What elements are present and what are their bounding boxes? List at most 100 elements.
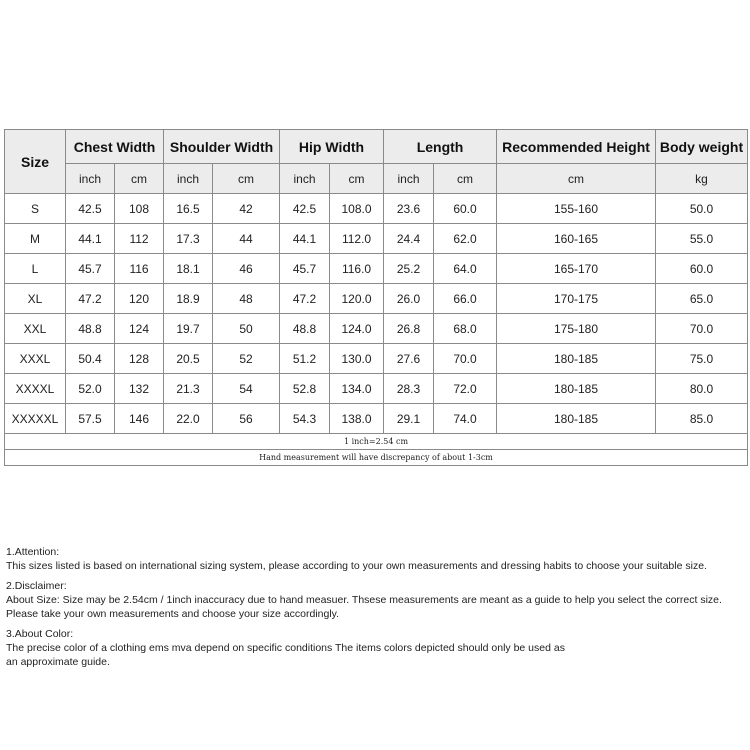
table-row: XXXXXL 57.5 146 22.0 56 54.3 138.0 29.1 74.0 180-… [4, 403, 749, 434]
table-row: XL 47.2 120 18.9 48 47.2 120.0 26.0 66.0 170-175 6… [4, 283, 749, 314]
unit-cell: cm [433, 163, 498, 194]
value-cell: 134.0 [329, 373, 385, 404]
value-cell: 132 [113, 373, 165, 404]
value-cell: 124 [113, 313, 165, 344]
table-row: XXL 48.8 124 19.7 50 48.8 124.0 26.8 68.0 175-180… [4, 313, 749, 344]
value-cell: 57.5 [65, 403, 115, 434]
value-cell: 80.0 [655, 373, 749, 404]
value-cell: 20.5 [163, 343, 214, 374]
note-text: Please take your own measurements and ch… [6, 608, 340, 620]
value-cell: 112.0 [329, 223, 385, 254]
value-cell: 70.0 [433, 343, 498, 374]
value-cell: 21.3 [163, 373, 214, 404]
header-size: Size [4, 129, 66, 194]
unit-cell: cm [113, 163, 165, 194]
value-cell: 160-165 [496, 223, 657, 254]
note-block: 2.Disclaimer: About Size: Size may be 2.5… [6, 579, 722, 621]
value-cell: 120.0 [329, 283, 385, 314]
note-text: This sizes listed is based on internatio… [6, 560, 707, 572]
table-row: XXXXL 52.0 132 21.3 54 52.8 134.0 28.3 72.0 180-1… [4, 373, 749, 404]
value-cell: 130.0 [329, 343, 385, 374]
value-cell: 22.0 [163, 403, 214, 434]
value-cell: 51.2 [279, 343, 331, 374]
header-chest-width: Chest Width [64, 129, 165, 164]
unit-cell: inch [163, 163, 214, 194]
value-cell: 48.8 [65, 313, 115, 344]
unit-cell: cm [496, 163, 657, 194]
value-cell: 70.0 [655, 313, 749, 344]
value-cell: 74.0 [433, 403, 498, 434]
value-cell: 27.6 [383, 343, 435, 374]
note-text: an approximate guide. [6, 656, 110, 668]
unit-cell: cm [212, 163, 281, 194]
value-cell: 23.6 [383, 193, 435, 224]
value-cell: 116.0 [329, 253, 385, 284]
value-cell: 42.5 [65, 193, 115, 224]
value-cell: 50 [212, 313, 281, 344]
value-cell: 18.9 [163, 283, 214, 314]
value-cell: 19.7 [163, 313, 214, 344]
value-cell: 75.0 [655, 343, 749, 374]
value-cell: 44 [212, 223, 281, 254]
table-row: L 45.7 116 18.1 46 45.7 116.0 25.2 64.0 165-170 60… [4, 253, 749, 284]
value-cell: 29.1 [383, 403, 435, 434]
notes-section: 1.Attention: This sizes listed is based o… [6, 545, 722, 675]
size-cell: XL [4, 283, 66, 314]
note-block: 1.Attention: This sizes listed is based o… [6, 545, 722, 573]
value-cell: 18.1 [163, 253, 214, 284]
unit-cell: inch [65, 163, 115, 194]
unit-cell: kg [655, 163, 749, 194]
inch-conversion-note: 1 inch=2.54 cm [3, 433, 749, 450]
value-cell: 62.0 [433, 223, 498, 254]
value-cell: 60.0 [655, 253, 749, 284]
value-cell: 17.3 [163, 223, 214, 254]
value-cell: 45.7 [65, 253, 115, 284]
note-row: 1 inch=2.54 cm [3, 433, 749, 450]
units-row: inch cm inch cm inch cm inch cm cm kg [5, 163, 749, 194]
value-cell: 64.0 [433, 253, 498, 284]
value-cell: 108 [113, 193, 165, 224]
value-cell: 45.7 [279, 253, 331, 284]
size-cell: XXXL [4, 343, 66, 374]
value-cell: 116 [113, 253, 165, 284]
value-cell: 170-175 [496, 283, 657, 314]
value-cell: 24.4 [383, 223, 435, 254]
value-cell: 155-160 [496, 193, 657, 224]
unit-cell: cm [329, 163, 385, 194]
value-cell: 16.5 [163, 193, 214, 224]
size-cell: XXXXL [4, 373, 66, 404]
value-cell: 180-185 [496, 403, 657, 434]
value-cell: 66.0 [433, 283, 498, 314]
note-block: 3.About Color: The precise color of a clo… [6, 627, 722, 669]
value-cell: 60.0 [433, 193, 498, 224]
note-text: The precise color of a clothing ems mva … [6, 642, 565, 654]
value-cell: 26.0 [383, 283, 435, 314]
value-cell: 55.0 [655, 223, 749, 254]
value-cell: 48.8 [279, 313, 331, 344]
table-row: S 42.5 108 16.5 42 42.5 108.0 23.6 60.0 155-160 50… [4, 193, 749, 224]
value-cell: 28.3 [383, 373, 435, 404]
value-cell: 120 [113, 283, 165, 314]
value-cell: 52.8 [279, 373, 331, 404]
value-cell: 54 [212, 373, 281, 404]
value-cell: 26.8 [383, 313, 435, 344]
value-cell: 68.0 [433, 313, 498, 344]
table-row: M 44.1 112 17.3 44 44.1 112.0 24.4 62.0 160-165 55… [4, 223, 749, 254]
value-cell: 42 [212, 193, 281, 224]
unit-cell: inch [279, 163, 331, 194]
note-title: 1.Attention: [6, 546, 60, 558]
value-cell: 180-185 [496, 373, 657, 404]
unit-cell: inch [383, 163, 435, 194]
note-row: Hand measurement will have discrepancy o… [3, 449, 749, 466]
value-cell: 44.1 [65, 223, 115, 254]
header-shoulder-width: Shoulder Width [163, 129, 281, 164]
header-body-weight: Body weight [655, 129, 749, 164]
value-cell: 50.0 [655, 193, 749, 224]
value-cell: 48 [212, 283, 281, 314]
note-text: About Size: Size may be 2.54cm / 1inch i… [6, 594, 722, 606]
value-cell: 25.2 [383, 253, 435, 284]
header-row: Size Chest Width Shoulder Width Hip Widt… [4, 129, 749, 194]
header-recommended-height: Recommended Height [496, 129, 657, 164]
note-title: 3.About Color: [6, 628, 74, 640]
value-cell: 124.0 [329, 313, 385, 344]
